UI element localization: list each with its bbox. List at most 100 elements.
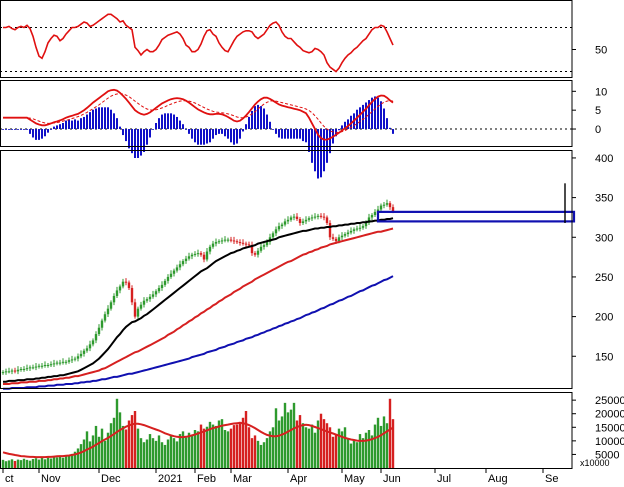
candle-body: [85, 348, 89, 351]
volume-bar: [250, 438, 254, 468]
volume-bar: [145, 439, 149, 468]
volume-bar: [172, 438, 176, 468]
macd-histogram-bar: [368, 100, 370, 130]
y-tick-label: 10: [595, 86, 607, 98]
candle-body: [7, 371, 11, 373]
volume-bar: [37, 459, 41, 468]
volume-bar: [28, 460, 32, 468]
volume-bar: [76, 448, 80, 468]
volume-bar: [196, 431, 200, 468]
candle-body: [355, 228, 359, 230]
macd-histogram-bar: [248, 116, 250, 130]
volume-bar: [49, 458, 53, 468]
candle-body: [346, 232, 350, 235]
macd-histogram-bar: [290, 129, 292, 139]
macd-histogram-bar: [17, 129, 19, 130]
candle-body: [79, 353, 83, 357]
candle-body: [289, 217, 293, 220]
candle-body: [310, 217, 314, 219]
macd-histogram-bar: [140, 129, 142, 156]
candle-body: [175, 267, 179, 271]
candle-body: [4, 371, 8, 373]
candle-body: [19, 368, 23, 370]
candle-body: [208, 246, 212, 252]
volume-bar: [121, 425, 125, 468]
volume-bar: [175, 441, 179, 468]
candle-body: [106, 308, 110, 315]
candle-body: [391, 207, 395, 212]
candle-body: [139, 304, 143, 309]
candle-body: [112, 295, 116, 303]
candle-body: [166, 276, 170, 281]
volume-bar: [61, 457, 65, 468]
volume-bar: [334, 434, 338, 468]
macd-histogram-bar: [266, 114, 268, 130]
macd-histogram-bar: [269, 121, 271, 130]
macd-histogram-bar: [185, 129, 187, 130]
macd-histogram-bar: [47, 129, 49, 133]
volume-bar: [130, 415, 134, 468]
ma-blue-line: [3, 275, 394, 390]
volume-bar: [16, 459, 20, 468]
macd-histogram-bar: [215, 129, 217, 136]
panel-frames: [0, 0, 573, 469]
candle-body: [73, 358, 77, 360]
candle-body: [358, 227, 362, 229]
candle-body: [28, 367, 32, 369]
volume-bar: [100, 428, 104, 468]
candle-body: [148, 296, 152, 300]
macd-histogram-bar: [11, 129, 13, 130]
macd-histogram-bar: [53, 126, 55, 130]
volume-bar: [136, 428, 140, 468]
y-tick-label: 15000: [595, 422, 624, 434]
candle-body: [316, 215, 320, 217]
volume-bar: [103, 440, 107, 468]
macd-histogram-bar: [236, 129, 238, 144]
macd-histogram-bar: [374, 96, 376, 130]
volume-bar: [193, 430, 197, 468]
macd-panel: 10 5 0: [0, 86, 607, 179]
macd-histogram-bar: [287, 129, 289, 139]
candle-body: [202, 254, 206, 260]
price-panel: 400 350 300 250 200 150: [1, 153, 613, 390]
macd-histogram-bar: [305, 129, 307, 143]
candle-body: [157, 288, 161, 292]
macd-signal-line: [3, 93, 394, 133]
volume-bar: [373, 424, 377, 468]
macd-histogram-bar: [122, 129, 124, 136]
volume-bar: [274, 408, 278, 468]
macd-histogram-bar: [56, 125, 58, 130]
y-tick-label: 350: [595, 193, 613, 205]
volume-bar: [304, 427, 308, 468]
macd-histogram-bar: [98, 107, 100, 130]
macd-histogram-bar: [245, 124, 247, 130]
macd-histogram-bar: [341, 125, 343, 130]
candle-body: [46, 364, 50, 366]
candle-body: [217, 241, 221, 243]
candle-body: [253, 253, 257, 255]
macd-histogram-bar: [194, 129, 196, 143]
macd-histogram-bar: [92, 109, 94, 130]
macd-histogram-bar: [65, 120, 67, 130]
macd-histogram-bar: [20, 129, 22, 130]
volume-bar: [205, 426, 209, 468]
macd-histogram-bar: [77, 120, 79, 130]
macd-histogram-bar: [137, 129, 139, 158]
volume-bar: [229, 428, 233, 468]
candle-body: [262, 245, 266, 247]
macd-histogram-bar: [212, 129, 214, 139]
candle-body: [367, 217, 371, 223]
candle-body: [205, 251, 209, 260]
panel-frame: [0, 0, 573, 78]
volume-bar: [166, 439, 170, 468]
x-tick-label: Apr: [290, 473, 307, 485]
macd-histogram-bar: [8, 129, 10, 130]
volume-bar: [268, 431, 272, 468]
volume-bar: [151, 438, 155, 468]
rsi-panel: 50: [0, 13, 607, 73]
volume-bar: [73, 451, 77, 468]
volume-bar: [253, 435, 257, 468]
candle-body: [313, 216, 317, 218]
candle-body: [160, 284, 164, 289]
